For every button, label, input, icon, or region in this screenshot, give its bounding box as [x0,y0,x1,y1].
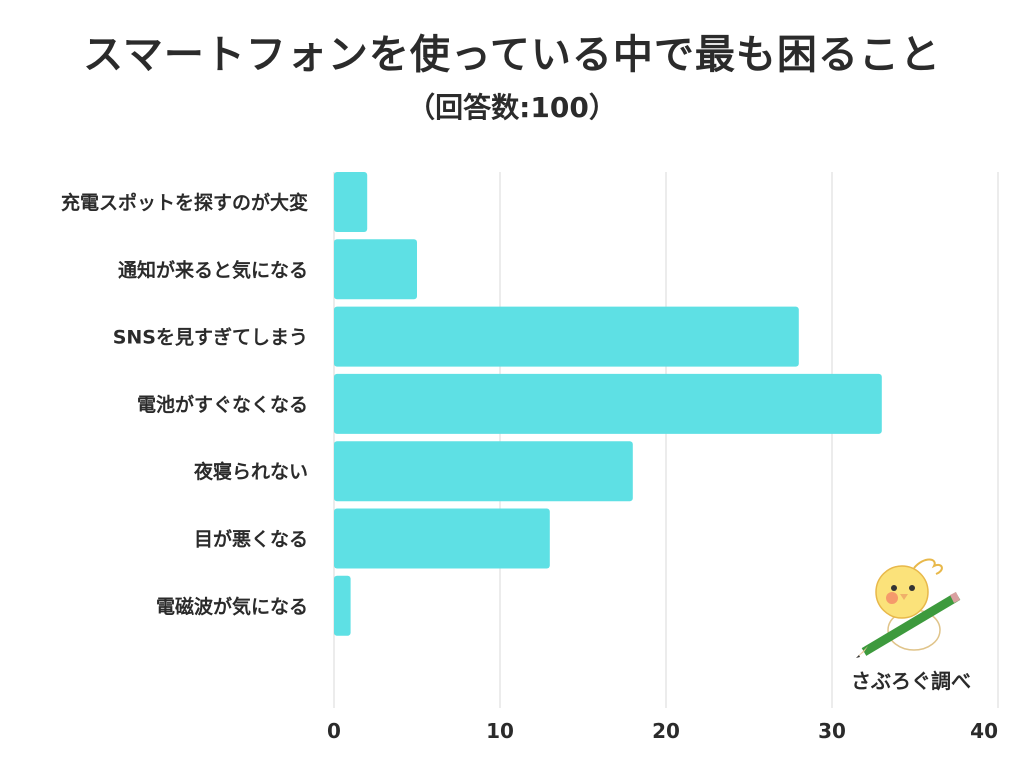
source-credit: さぶろぐ調べ [851,669,971,693]
category-label: 電池がすぐなくなる [137,393,308,416]
x-tick-label: 20 [652,719,680,743]
category-label: 目が悪くなる [194,528,308,551]
category-label: 電磁波が気になる [156,595,308,618]
bar [334,508,550,569]
category-label: 夜寝られない [193,460,308,483]
bar [334,172,368,232]
category-label: SNSを見すぎてしまう [113,326,308,349]
x-tick-label: 30 [818,719,846,743]
category-label: 充電スポットを探すのが大変 [61,191,308,214]
bird-with-pencil-icon [856,558,961,658]
bar [334,239,417,300]
bar [334,373,882,434]
x-tick-label: 10 [486,719,514,743]
bar [334,575,351,636]
chart-title: スマートフォンを使っている中で最も困ること [83,32,941,78]
chart-subtitle: （回答数:100） [407,91,617,124]
bar [334,306,799,367]
bar [334,441,633,502]
x-tick-label: 40 [970,719,998,743]
category-label: 通知が来ると気になる [118,258,308,281]
x-tick-label: 0 [327,719,341,743]
